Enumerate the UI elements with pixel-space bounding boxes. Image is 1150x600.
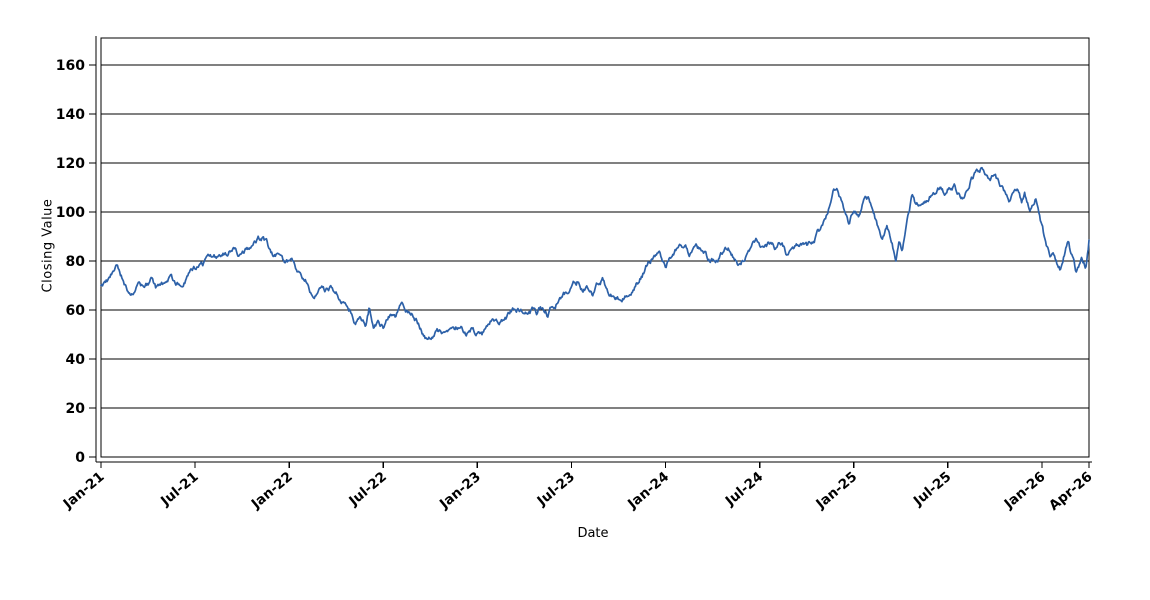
x-tick-label: Jul-21: [157, 469, 201, 510]
y-tick-label: 20: [66, 401, 86, 417]
x-tick-label: Jan-26: [1001, 469, 1049, 513]
series-line: [100, 166, 1090, 341]
y-tick-label: 140: [56, 107, 85, 123]
x-tick-label: Jan-25: [812, 469, 860, 513]
y-tick-label: 80: [66, 254, 86, 270]
x-tick-label: Apr-26: [1046, 469, 1095, 514]
y-tick-label: 120: [56, 156, 85, 172]
x-tick-label: Jul-24: [722, 469, 766, 510]
y-tick-label: 40: [66, 352, 86, 368]
y-axis-title: Closing Value: [40, 198, 56, 293]
y-tick-label: 60: [66, 303, 86, 319]
x-tick-label: Jul-22: [345, 469, 389, 510]
x-tick-label: Jul-25: [910, 469, 954, 510]
x-tick-label: Jan-21: [60, 469, 108, 513]
x-tick-label: Jan-24: [624, 469, 672, 513]
y-tick-label: 0: [75, 450, 85, 466]
x-axis-title: Date: [577, 526, 609, 541]
x-tick-label: Jan-23: [436, 469, 484, 513]
y-tick-label: 160: [56, 58, 85, 74]
y-tick-label: 100: [56, 205, 85, 221]
x-tick-label: Jan-22: [248, 469, 296, 513]
x-tick-label: Jul-23: [534, 469, 578, 510]
